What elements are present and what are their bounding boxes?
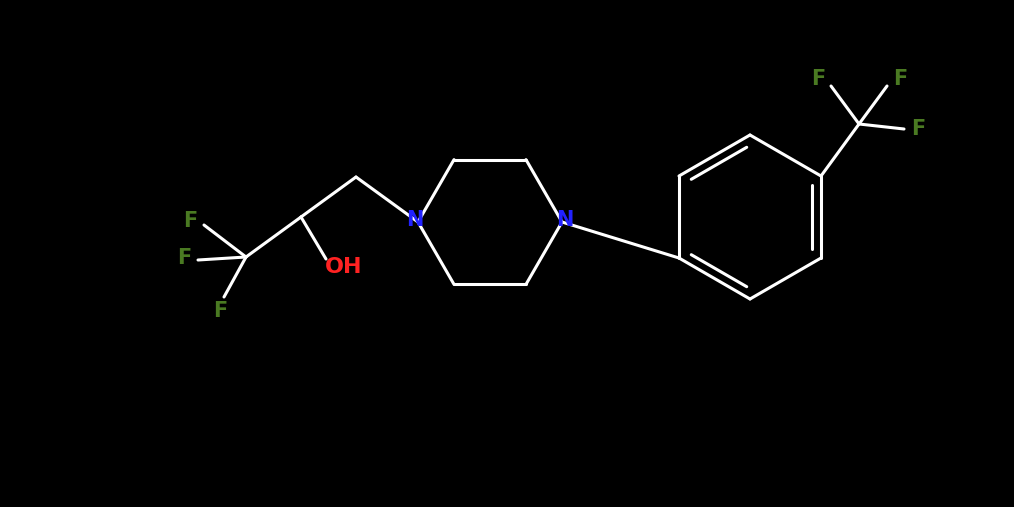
Text: F: F: [213, 301, 227, 321]
Text: F: F: [176, 248, 191, 268]
Text: OH: OH: [325, 257, 363, 277]
Text: F: F: [893, 69, 908, 89]
Text: N: N: [557, 210, 574, 230]
Text: F: F: [183, 211, 197, 231]
Text: F: F: [911, 119, 925, 139]
Text: F: F: [811, 69, 825, 89]
Text: N: N: [407, 210, 424, 230]
